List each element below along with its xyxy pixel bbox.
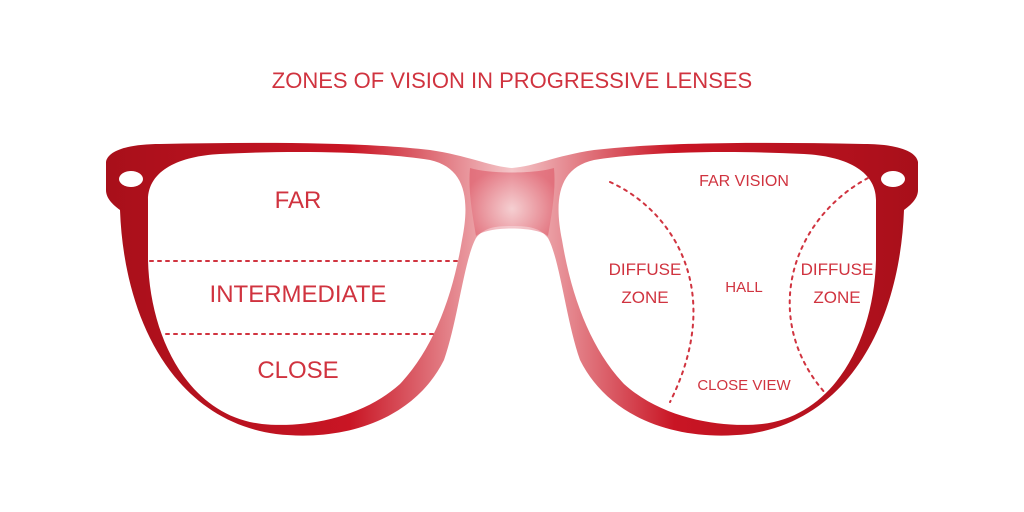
right-zone-diffuse-right-line1: DIFFUSE — [801, 260, 874, 279]
right-diffuse-right-boundary — [788, 177, 869, 395]
left-zone-intermediate: INTERMEDIATE — [210, 281, 387, 308]
right-zone-close-view: CLOSE VIEW — [697, 377, 791, 394]
right-zone-hall: HALL — [725, 279, 763, 296]
left-zone-close: CLOSE — [257, 357, 338, 384]
right-diffuse-left-boundary — [609, 181, 695, 403]
diagram-title: ZONES OF VISION IN PROGRESSIVE LENSES — [272, 68, 752, 93]
nose-bridge — [469, 168, 555, 236]
right-zone-diffuse-right-line2: ZONE — [813, 288, 860, 307]
left-hinge-hole — [119, 171, 143, 187]
right-zone-diffuse-left-line2: ZONE — [621, 288, 668, 307]
right-hinge-hole — [881, 171, 905, 187]
left-zone-far: FAR — [275, 187, 322, 214]
right-zone-far-vision: FAR VISION — [699, 173, 789, 190]
right-zone-diffuse-left-line1: DIFFUSE — [609, 260, 682, 279]
